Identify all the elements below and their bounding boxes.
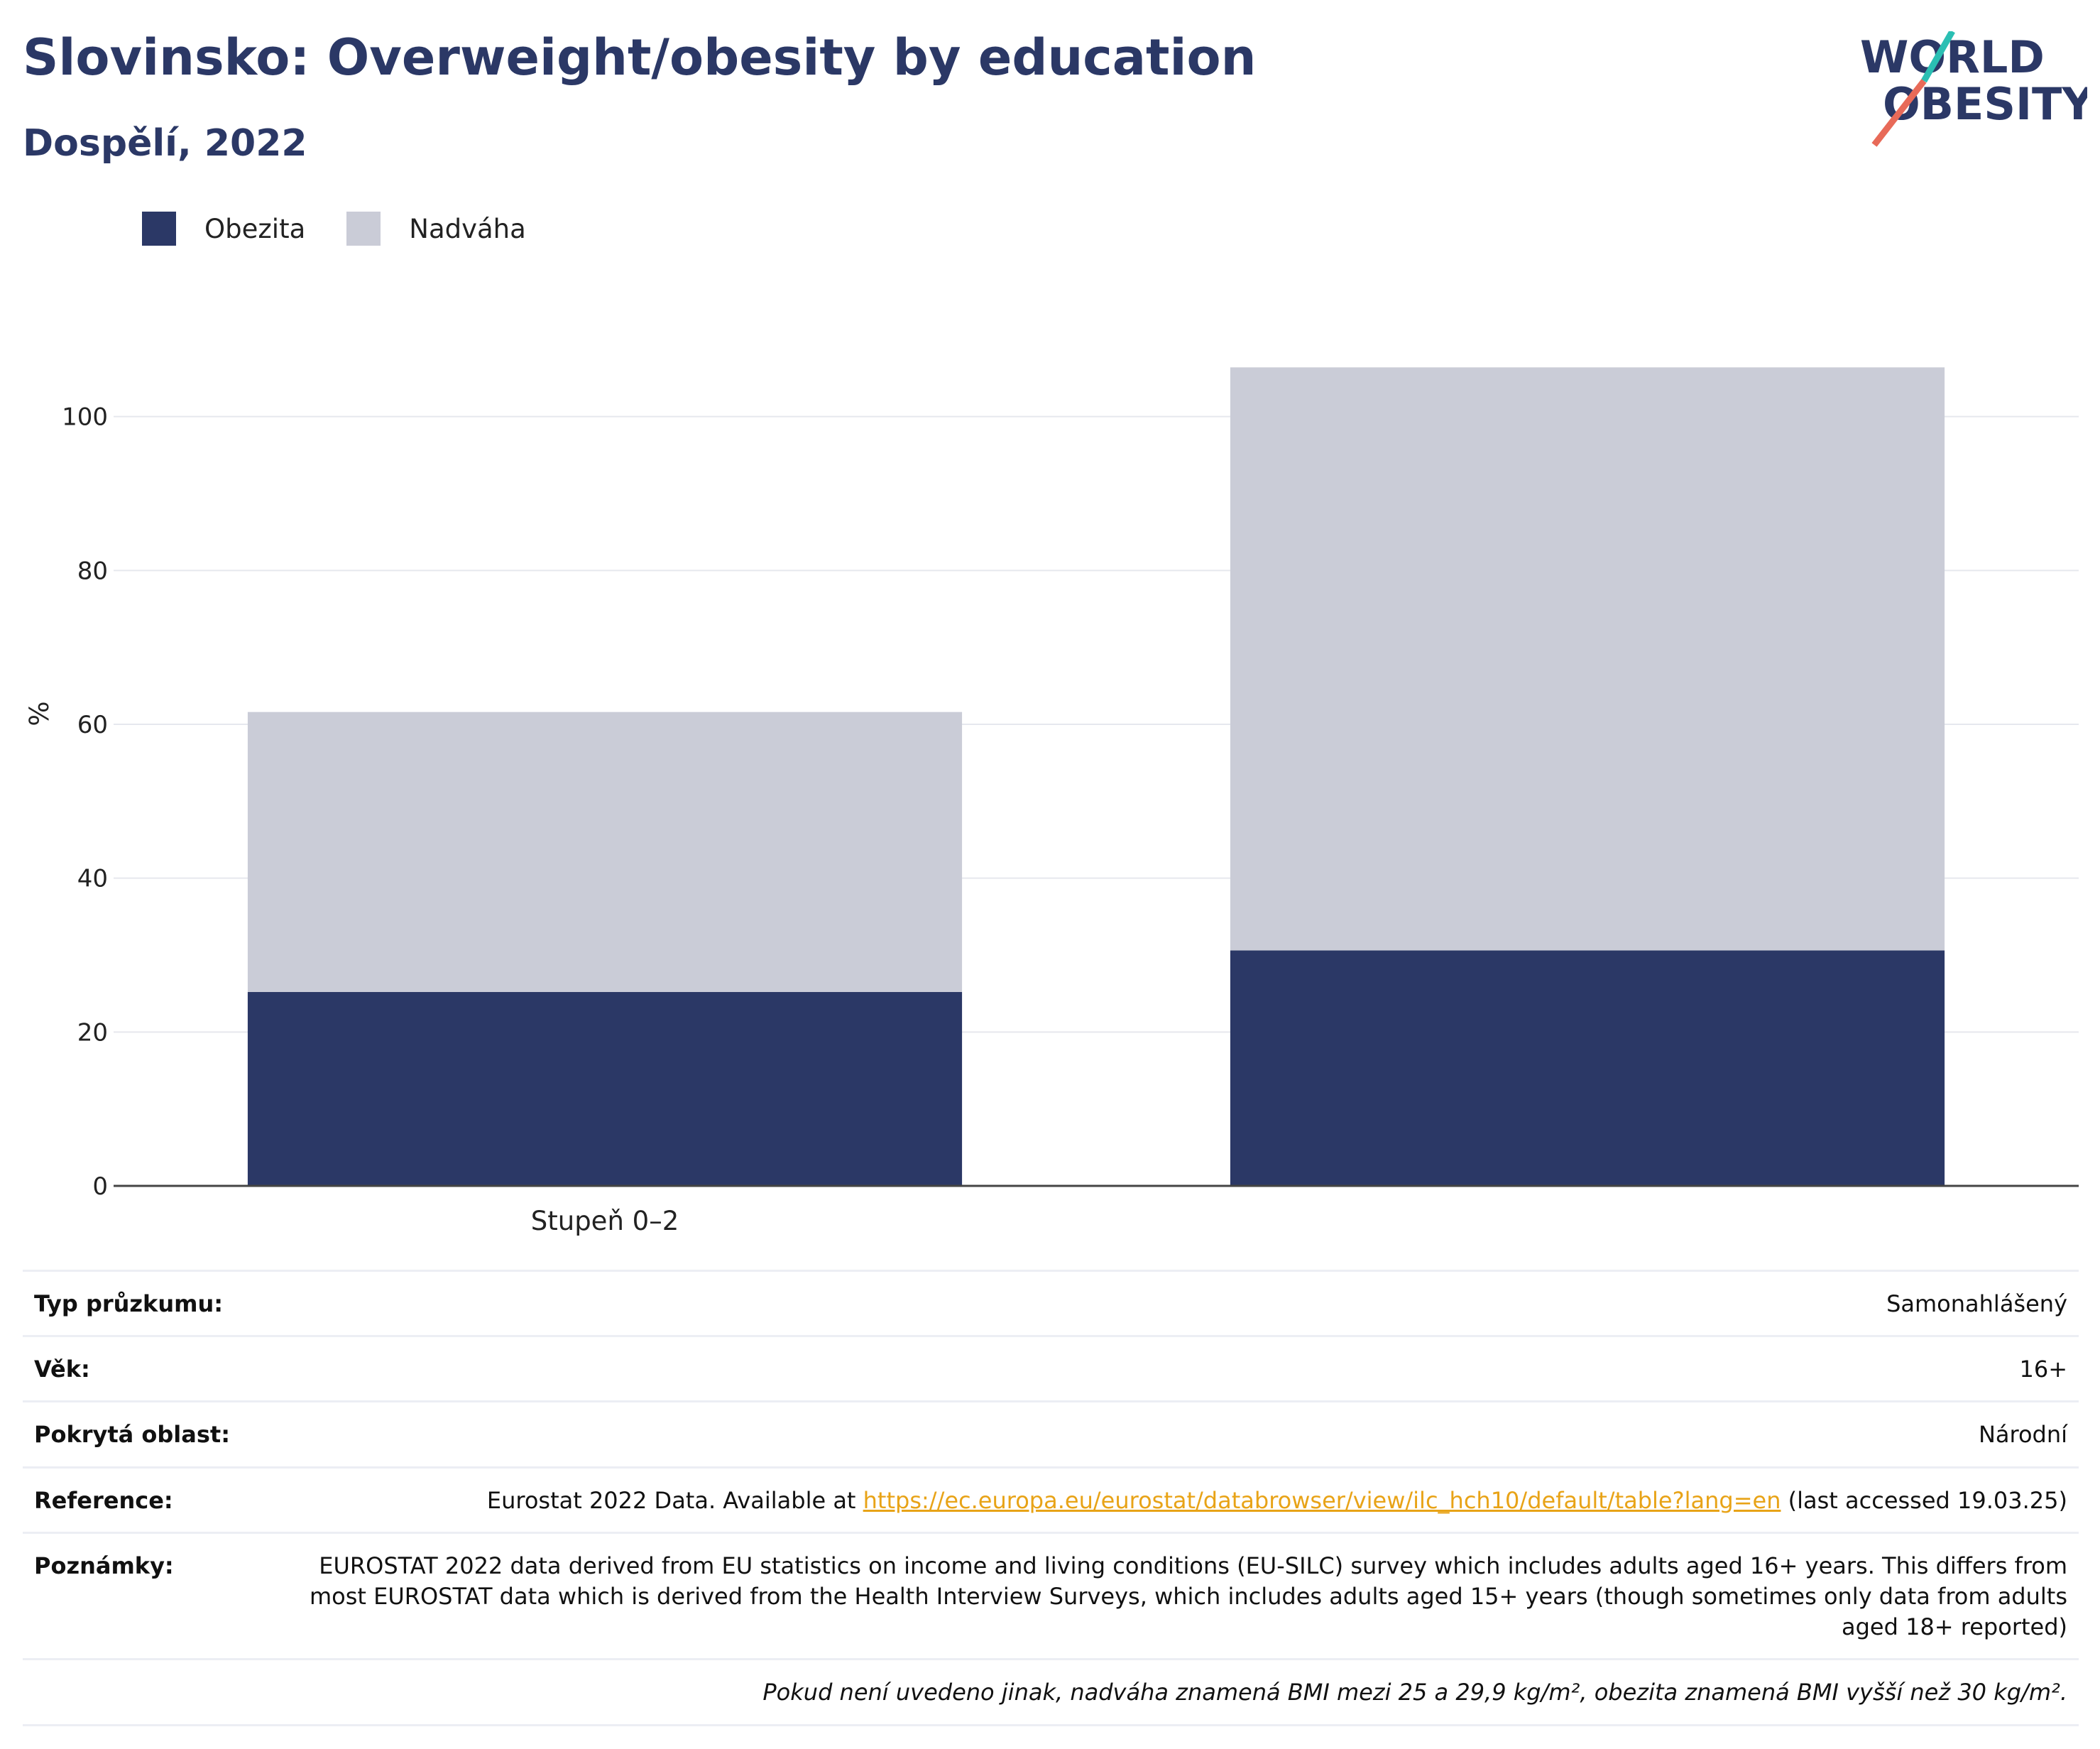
survey-type-label: Typ průzkumu: [23, 1269, 273, 1336]
chart-subtitle: Dospělí, 2022 [23, 122, 307, 165]
info-table: Typ průzkumu: Samonahlášený Věk: 16+ Pok… [23, 1269, 2079, 1726]
x-tick-label: Stupeň 0–2 [531, 1206, 679, 1236]
info-row-reference: Reference: Eurostat 2022 Data. Available… [23, 1466, 2079, 1533]
bar-chart: 0 20 40 60 80 100 Stupeň 0–2% [24, 367, 2079, 1236]
legend-swatch-overweight [346, 212, 381, 246]
reference-value: Eurostat 2022 Data. Available at https:/… [273, 1466, 2079, 1533]
logo-line1: WORLD [1860, 31, 2045, 83]
info-row-notes: Poznámky: EUROSTAT 2022 data derived fro… [23, 1531, 2079, 1660]
world-obesity-logo: WORLD OBESITY [1860, 31, 2087, 147]
footnote: Pokud není uvedeno jinak, nadváha znamen… [23, 1658, 2079, 1726]
info-row-survey-type: Typ průzkumu: Samonahlášený [23, 1269, 2079, 1336]
legend-swatch-obesity [142, 212, 176, 246]
legend-item-overweight[interactable]: Nadváha [346, 212, 526, 246]
bar-overweight-1[interactable] [1230, 367, 1945, 951]
legend-label-obesity: Obezita [204, 213, 306, 244]
info-row-age: Věk: 16+ [23, 1335, 2079, 1402]
y-tick-label: 80 [77, 557, 108, 585]
legend-label-overweight: Nadváha [409, 213, 526, 244]
bar-overweight-0[interactable] [247, 712, 963, 992]
axes: 0 20 40 60 80 100 Stupeň 0–2% [24, 403, 2079, 1236]
y-tick-label: 20 [77, 1018, 108, 1047]
bar-obesity-1[interactable] [1230, 950, 1945, 1187]
y-tick-label: 100 [62, 403, 108, 432]
reference-prefix: Eurostat 2022 Data. Available at [486, 1486, 863, 1514]
reference-label: Reference: [23, 1466, 273, 1533]
reference-suffix: (last accessed 19.03.25) [1781, 1486, 2067, 1514]
legend: Obezita Nadváha [142, 210, 567, 247]
age-label: Věk: [23, 1335, 273, 1402]
area-value: Národní [273, 1400, 2079, 1468]
info-row-area: Pokrytá oblast: Národní [23, 1400, 2079, 1468]
area-label: Pokrytá oblast: [23, 1400, 273, 1468]
y-axis-label: % [24, 701, 55, 726]
y-tick-label: 40 [77, 865, 108, 893]
age-value: 16+ [273, 1335, 2079, 1402]
notes-value: EUROSTAT 2022 data derived from EU stati… [273, 1531, 2079, 1660]
logo-slash-red [1871, 79, 1927, 147]
y-tick-label: 60 [77, 711, 108, 739]
logo-slash-teal [1921, 31, 1955, 83]
chart-title: Slovinsko: Overweight/obesity by educati… [23, 28, 1257, 87]
survey-type-value: Samonahlášený [273, 1269, 2079, 1336]
notes-label: Poznámky: [23, 1531, 273, 1660]
bar-obesity-0[interactable] [247, 992, 963, 1186]
reference-link[interactable]: https://ec.europa.eu/eurostat/databrowse… [863, 1486, 1781, 1514]
legend-item-obesity[interactable]: Obezita [142, 212, 305, 246]
info-row-footnote: Pokud není uvedeno jinak, nadváha znamen… [23, 1658, 2079, 1726]
bars [247, 367, 1945, 1187]
y-tick-label: 0 [92, 1172, 108, 1201]
